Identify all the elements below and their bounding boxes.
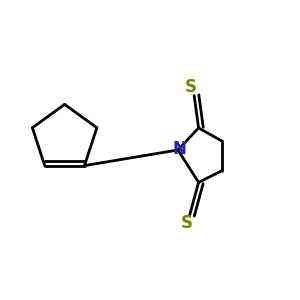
Text: N: N <box>172 140 186 158</box>
Text: S: S <box>185 78 197 96</box>
Text: S: S <box>181 214 193 232</box>
